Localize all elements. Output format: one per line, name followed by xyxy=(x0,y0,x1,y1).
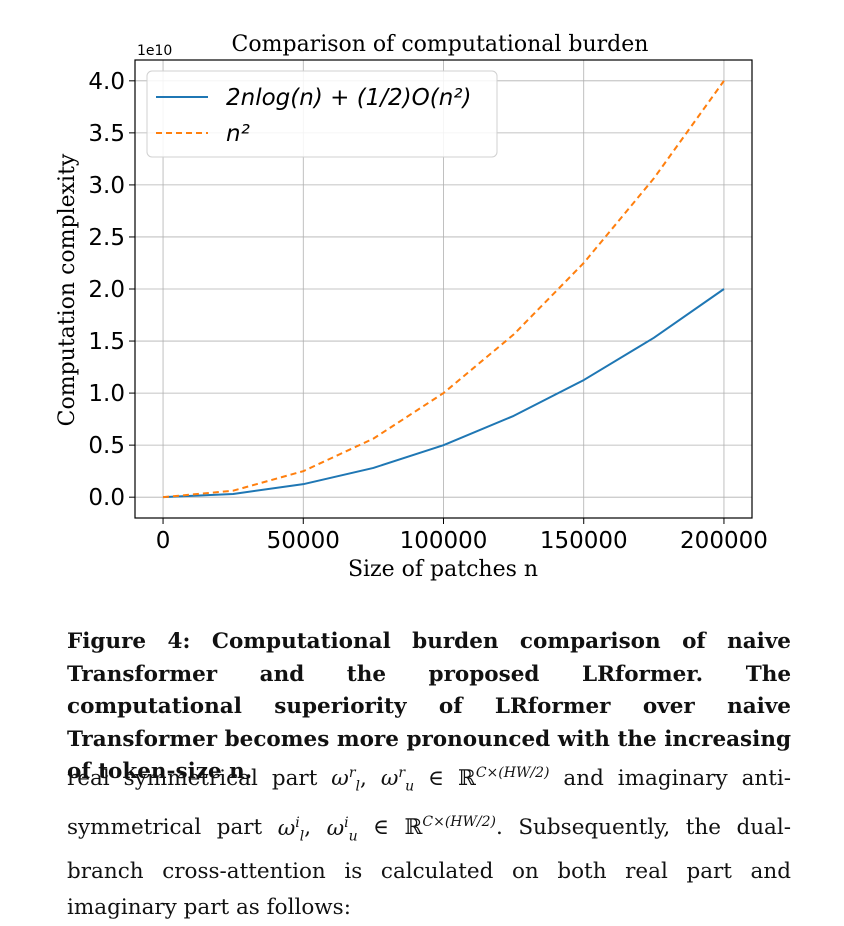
body-text-3: and imaginary anti-symmetrical part xyxy=(67,766,792,841)
legend-box xyxy=(146,70,498,158)
y-tick-label: 0.5 xyxy=(88,433,125,459)
x-axis-label: Size of patches n xyxy=(348,557,538,582)
y-tick-label: 2.5 xyxy=(88,225,125,251)
x-tick-label: 100000 xyxy=(400,528,488,554)
math-omega-u-r: ωru xyxy=(380,765,415,795)
chart: 0 50000 100000 150000 200000 0.0 0.5 1.0 1.5 2.0… xyxy=(55,32,768,582)
y-axis: 0.0 0.5 1.0 1.5 2.0 2.5 3.0 3.5 4.0 xyxy=(88,69,135,511)
figure-caption: Figure 4: Computational burden compariso… xyxy=(67,629,791,784)
body-paragraph: real symmetrical part ωrl, ωru ∈ ℝC×(HW/… xyxy=(67,765,792,920)
x-axis: 0 50000 100000 150000 200000 xyxy=(156,518,768,554)
y-tick-label: 2.0 xyxy=(88,277,125,303)
body-text-1: real symmetrical part xyxy=(67,766,332,792)
body-text-2: ∈ ℝ xyxy=(414,766,476,792)
math-omega-l-i: ωil xyxy=(277,814,305,844)
series-line-2 xyxy=(162,80,725,499)
y-scale-label: 1e10 xyxy=(137,43,172,59)
x-tick-label: 50000 xyxy=(267,528,340,554)
y-tick-label: 1.5 xyxy=(88,329,125,355)
series-layer xyxy=(162,80,725,499)
legend-label-series-1: 2nlog(n) + (1/2)O(n²) xyxy=(226,85,472,111)
legend-label-series-2: n² xyxy=(226,121,250,147)
x-tick-label: 200000 xyxy=(680,528,768,554)
y-tick-label: 0.0 xyxy=(88,485,125,511)
math-dims-2: C×(HW/2) xyxy=(422,814,496,831)
math-omega-u-i: ωiu xyxy=(326,814,358,844)
y-tick-label: 3.5 xyxy=(88,121,125,147)
y-tick-label: 3.0 xyxy=(88,173,125,199)
math-omega-l-r: ωrl xyxy=(331,765,361,795)
y-tick-label: 4.0 xyxy=(88,69,125,95)
y-tick-label: 1.0 xyxy=(88,381,125,407)
chart-title: Comparison of computational burden xyxy=(232,32,649,57)
math-dims-1: C×(HW/2) xyxy=(475,765,550,781)
series-line-1 xyxy=(163,288,725,499)
body-text-4: . Subsequently, the dual-branch cross-at… xyxy=(67,815,792,920)
x-tick-label: 150000 xyxy=(540,528,628,554)
x-tick-label: 0 xyxy=(156,528,171,554)
y-axis-label: Computation complexity xyxy=(55,153,80,426)
legend: 2nlog(n) + (1/2)O(n²) n² xyxy=(146,70,498,158)
